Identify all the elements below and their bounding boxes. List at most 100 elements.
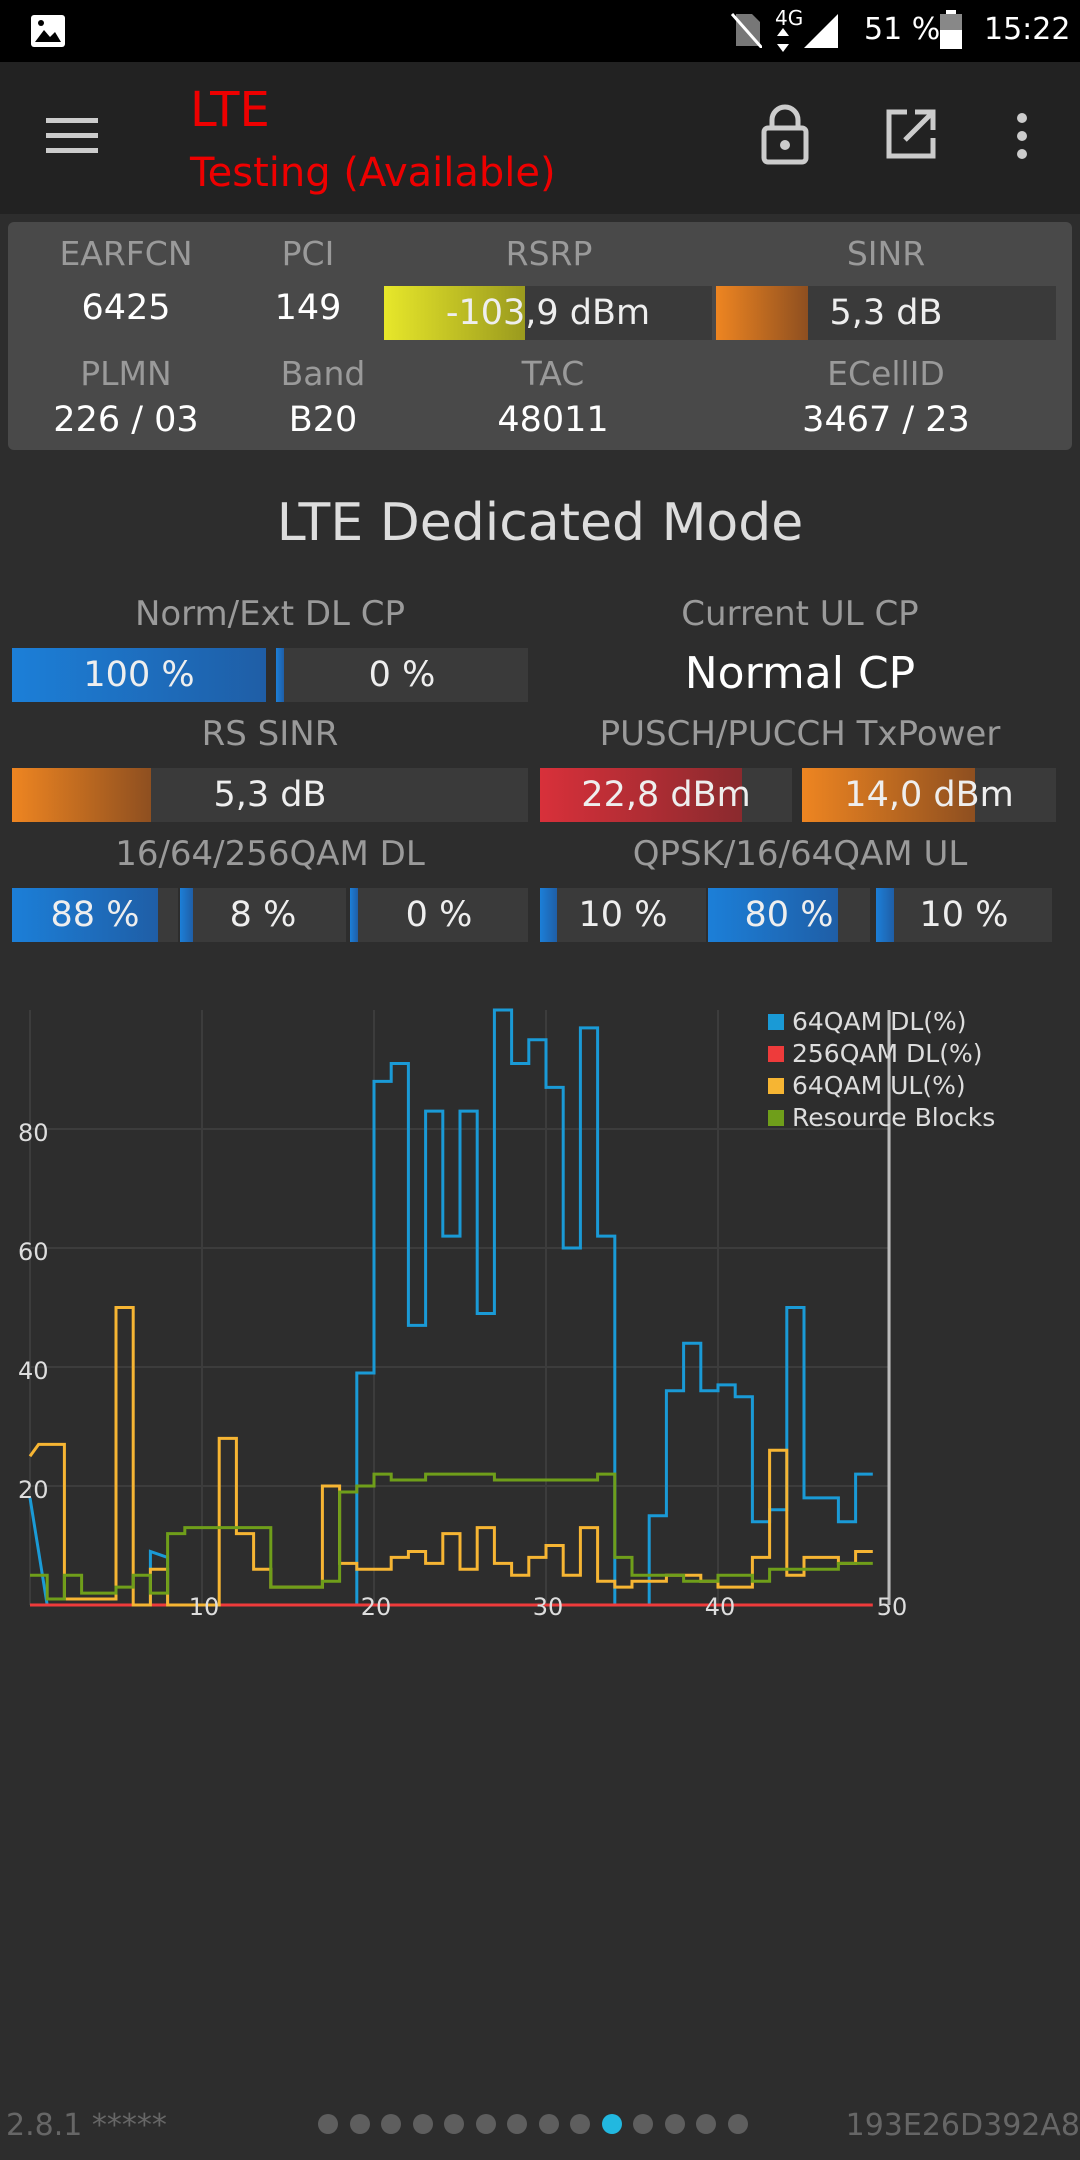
legend-swatch bbox=[768, 1110, 784, 1126]
plmn-label: PLMN bbox=[80, 354, 172, 393]
legend-swatch bbox=[768, 1078, 784, 1094]
app-subtitle: Testing (Available) bbox=[190, 150, 556, 196]
rsrp-bar: -103,9 dBm bbox=[384, 286, 712, 340]
page-dot[interactable] bbox=[507, 2114, 527, 2134]
page-dot[interactable] bbox=[318, 2114, 338, 2134]
app-bar: LTE Testing (Available) bbox=[0, 62, 1080, 214]
ul-16qam-fill bbox=[708, 888, 838, 942]
battery-percent: 51 % bbox=[864, 12, 941, 47]
ul-qam-label: QPSK/16/64QAM UL bbox=[632, 834, 968, 874]
dl-cp-normal-fill bbox=[12, 648, 266, 702]
dl-cp-extended-value: 0 % bbox=[368, 655, 436, 695]
y-tick-label: 20 bbox=[18, 1476, 49, 1504]
dl-cp-label: Norm/Ext DL CP bbox=[134, 594, 406, 634]
dl-cp-normal-bar: 100 % bbox=[12, 648, 266, 702]
dl-qam-label: 16/64/256QAM DL bbox=[115, 834, 425, 874]
rs-sinr-bar: 5,3 dB bbox=[12, 768, 528, 822]
dl-64qam-fill bbox=[180, 888, 194, 942]
x-tick-label: 10 bbox=[189, 1593, 220, 1621]
status-bar: 4G 51 % 15:22 bbox=[0, 0, 1080, 62]
page-dot[interactable] bbox=[727, 2114, 748, 2134]
ul-cp-label: Current UL CP bbox=[681, 594, 919, 634]
rsrp-value: -103,9 dBm bbox=[445, 293, 651, 333]
x-tick-label: 40 bbox=[705, 1593, 736, 1621]
sinr-label: SINR bbox=[846, 234, 926, 273]
pci-label: PCI bbox=[281, 234, 335, 273]
section-title: LTE Dedicated Mode bbox=[276, 493, 804, 553]
pusch-bar: 22,8 dBm bbox=[540, 768, 792, 822]
overflow-menu-icon[interactable] bbox=[1012, 112, 1032, 162]
legend-label: Resource Blocks bbox=[792, 1103, 995, 1132]
page-dot[interactable] bbox=[538, 2114, 559, 2134]
page-dot[interactable] bbox=[381, 2114, 401, 2134]
series-line bbox=[30, 1472, 873, 1601]
signal-icon bbox=[804, 14, 838, 48]
page-dot[interactable] bbox=[633, 2114, 653, 2134]
rs-sinr-value: 5,3 dB bbox=[213, 775, 327, 815]
lock-icon[interactable] bbox=[760, 104, 810, 166]
pucch-bar: 14,0 dBm bbox=[802, 768, 1056, 822]
tac-label: TAC bbox=[521, 354, 585, 393]
page-dot[interactable] bbox=[349, 2114, 370, 2134]
dl-cp-extended-fill bbox=[276, 648, 284, 702]
pusch-fill bbox=[540, 768, 742, 822]
qam-chart: 20 40 60 80 10 20 30 40 50 64QAM DL(%) 256QAM DL(%… bbox=[0, 1000, 1080, 1640]
page-dot[interactable] bbox=[601, 2114, 622, 2134]
ul-64qam-value: 10 % bbox=[919, 895, 1009, 935]
open-external-icon[interactable] bbox=[885, 108, 937, 160]
data-arrows-icon bbox=[777, 28, 789, 52]
series-line bbox=[28, 1008, 873, 1607]
rs-sinr-fill bbox=[12, 768, 152, 822]
tac-value: 48011 bbox=[497, 400, 609, 440]
menu-icon[interactable] bbox=[46, 114, 98, 158]
x-tick-label: 20 bbox=[361, 1593, 392, 1621]
no-sim-icon bbox=[730, 13, 762, 48]
battery-icon bbox=[940, 10, 962, 49]
ul-64qam-bar: 10 % bbox=[876, 888, 1052, 942]
ecellid-label: ECellID bbox=[827, 354, 945, 393]
y-tick-label: 60 bbox=[18, 1238, 49, 1266]
page-dot[interactable] bbox=[570, 2114, 590, 2134]
dl-16qam-bar: 88 % bbox=[12, 888, 178, 942]
device-id: 193E26D392A8 bbox=[845, 2108, 1080, 2143]
txpower-label: PUSCH/PUCCH TxPower bbox=[599, 714, 1001, 754]
page-dot[interactable] bbox=[664, 2114, 685, 2134]
legend-label: 256QAM DL(%) bbox=[792, 1039, 982, 1068]
pucch-fill bbox=[802, 768, 975, 822]
dl-64qam-value: 8 % bbox=[229, 895, 297, 935]
y-tick-label: 40 bbox=[18, 1357, 49, 1385]
sinr-bar: 5,3 dB bbox=[716, 286, 1056, 340]
earfcn-value: 6425 bbox=[81, 288, 171, 328]
y-tick-label: 80 bbox=[18, 1119, 49, 1147]
pusch-value: 22,8 dBm bbox=[581, 775, 751, 815]
app-version: 2.8.1 ***** bbox=[6, 2108, 167, 2143]
legend-label: 64QAM UL(%) bbox=[792, 1071, 966, 1100]
ul-qpsk-value: 10 % bbox=[578, 895, 668, 935]
ul-cp-value: Normal CP bbox=[684, 648, 916, 699]
x-tick-label: 30 bbox=[533, 1593, 564, 1621]
dl-256qam-fill bbox=[350, 888, 358, 942]
chart-svg: 20 40 60 80 10 20 30 40 50 64QAM DL(%) 256QAM DL(%… bbox=[18, 1007, 995, 1621]
page-dot[interactable] bbox=[475, 2114, 496, 2134]
ul-16qam-value: 80 % bbox=[744, 895, 834, 935]
band-label: Band bbox=[280, 354, 366, 393]
band-value: B20 bbox=[288, 400, 358, 440]
sinr-fill bbox=[716, 286, 808, 340]
rsrp-fill bbox=[384, 286, 526, 340]
page-dot[interactable] bbox=[696, 2114, 716, 2134]
page-dot[interactable] bbox=[412, 2114, 433, 2134]
series-line bbox=[28, 1306, 873, 1607]
ul-qpsk-bar: 10 % bbox=[540, 888, 706, 942]
plmn-value: 226 / 03 bbox=[53, 400, 199, 440]
x-tick-label: 50 bbox=[877, 1593, 908, 1621]
dl-16qam-value: 88 % bbox=[50, 895, 140, 935]
dl-cp-normal-value: 100 % bbox=[83, 655, 195, 695]
page-dot[interactable] bbox=[444, 2114, 464, 2134]
earfcn-label: EARFCN bbox=[59, 234, 193, 273]
pci-value: 149 bbox=[274, 288, 342, 328]
ul-16qam-bar: 80 % bbox=[708, 888, 870, 942]
cell-info-panel: EARFCN 6425 PCI 149 RSRP -103,9 dBm SINR… bbox=[8, 222, 1072, 450]
dl-256qam-value: 0 % bbox=[405, 895, 473, 935]
dl-256qam-bar: 0 % bbox=[350, 888, 528, 942]
sinr-value: 5,3 dB bbox=[829, 293, 943, 333]
